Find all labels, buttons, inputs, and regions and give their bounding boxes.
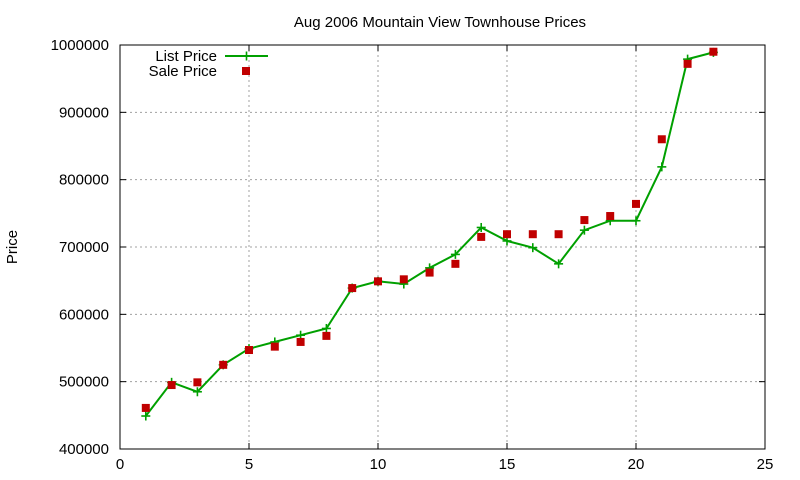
sale-price-point [657,135,666,144]
list-price-point [476,222,486,232]
legend-label-list-price: List Price [155,48,217,65]
y-tick-labels: 400000 500000 600000 700000 800000 900000 1000… [51,37,109,458]
chart-title: Aug 2006 Mountain View Townhouse Prices [294,14,586,31]
sale-price-point [528,230,537,239]
list-price-point [579,225,589,235]
sale-price-point [554,230,563,239]
list-price-point [321,323,331,333]
sale-price-point [477,232,486,241]
y-tick-label: 700000 [59,239,109,256]
legend-marker-list-price [242,51,251,61]
y-axis-label: Price [4,230,21,264]
legend: List Price Sale Price [149,48,268,80]
sale-price-point [632,199,640,208]
grid-lines [120,45,765,449]
sale-price-point [219,360,228,369]
y-tick-label: 800000 [59,172,109,189]
sale-price-point [141,403,150,412]
y-tick-label: 1000000 [51,37,109,54]
y-tick-label: 500000 [59,374,109,391]
sale-price-point [580,216,589,225]
sale-price-point [399,275,408,284]
x-tick-label: 0 [116,456,124,473]
legend-marker-sale-price [242,67,250,75]
list-price-point [554,259,564,269]
sale-price-point [167,381,176,390]
x-tick-label: 5 [245,456,253,473]
sale-price-point [709,47,718,56]
legend-label-sale-price: Sale Price [149,63,217,80]
sale-price-point [451,259,460,268]
x-tick-label: 25 [757,456,774,473]
sale-price-point [245,346,253,355]
sale-price-point [322,331,331,340]
x-tick-labels: 0 5 10 15 20 25 [116,456,774,473]
y-tick-label: 900000 [59,104,109,121]
sale-price-point [374,277,382,286]
x-tick-label: 20 [628,456,645,473]
sale-price-point [296,337,305,346]
axis-ticks [119,44,766,450]
sale-price-point [503,230,511,239]
sale-price-point [348,284,357,293]
sale-price-point [425,268,434,277]
sale-price-point [683,59,692,68]
list-price-point [631,216,641,226]
list-price-markers [141,47,718,421]
y-tick-label: 600000 [59,306,109,323]
list-price-point [657,162,667,172]
sale-price-point [193,378,202,387]
y-tick-label: 400000 [59,441,109,458]
list-price-point [141,411,151,421]
x-tick-label: 15 [499,456,516,473]
x-tick-label: 10 [370,456,387,473]
sale-price-markers [141,47,718,412]
list-price-point [192,387,202,397]
sale-price-point [606,212,615,221]
sale-price-point [270,342,279,351]
list-price-point [528,243,538,253]
list-price-line [145,51,714,417]
list-price-point [450,249,460,259]
